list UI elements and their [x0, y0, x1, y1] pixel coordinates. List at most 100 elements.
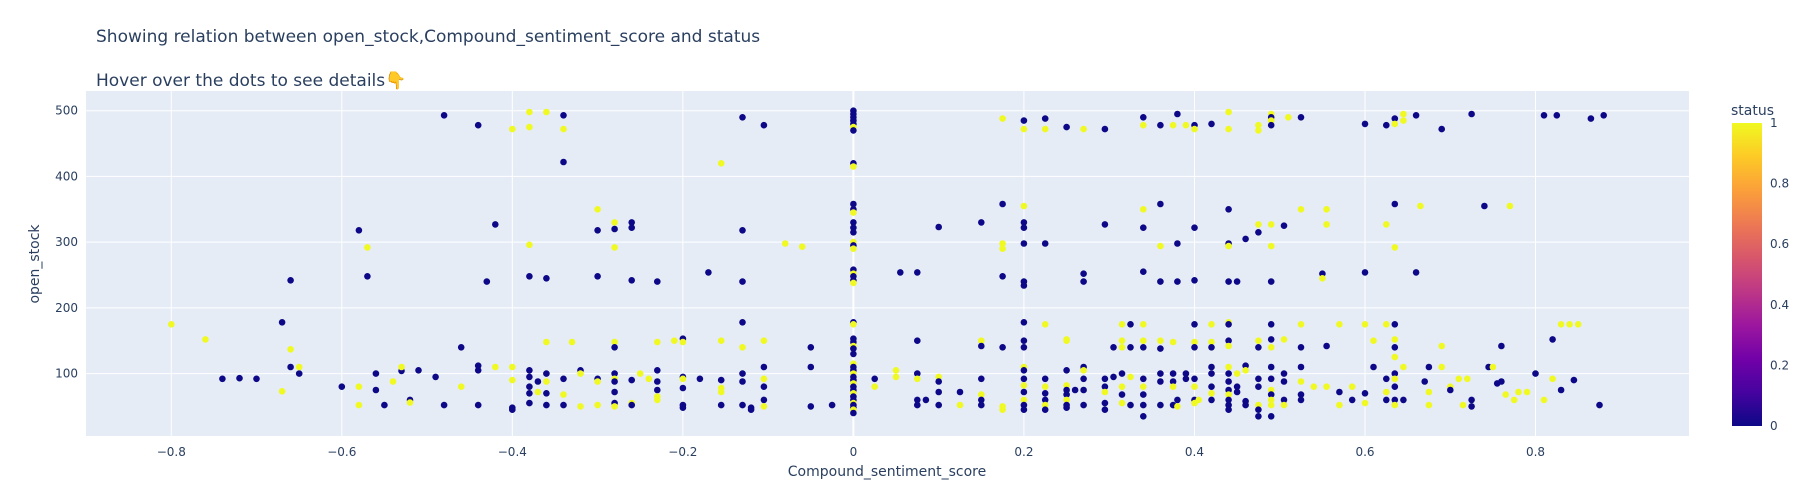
data-point[interactable]: [611, 338, 618, 346]
data-point[interactable]: [850, 321, 857, 328]
data-point[interactable]: [1297, 321, 1305, 328]
data-point[interactable]: [1140, 268, 1147, 276]
data-point[interactable]: [1191, 321, 1198, 328]
data-point[interactable]: [1157, 337, 1164, 345]
data-point[interactable]: [1233, 388, 1241, 396]
data-point[interactable]: [1041, 406, 1049, 414]
data-point[interactable]: [1297, 206, 1305, 213]
data-point[interactable]: [1280, 370, 1288, 377]
data-point[interactable]: [1020, 202, 1028, 210]
data-point[interactable]: [1267, 117, 1275, 124]
data-point[interactable]: [1267, 321, 1275, 328]
data-point[interactable]: [850, 229, 857, 236]
data-point[interactable]: [1157, 200, 1164, 208]
data-point[interactable]: [594, 378, 601, 385]
data-point[interactable]: [1280, 396, 1288, 404]
data-point[interactable]: [364, 273, 371, 280]
data-point[interactable]: [1391, 336, 1399, 343]
data-point[interactable]: [492, 221, 499, 228]
data-point[interactable]: [1208, 338, 1215, 346]
data-point[interactable]: [1391, 321, 1399, 328]
data-point[interactable]: [739, 319, 746, 326]
data-point[interactable]: [611, 378, 618, 385]
data-point[interactable]: [828, 401, 836, 409]
data-point[interactable]: [739, 401, 746, 409]
data-point[interactable]: [526, 123, 533, 131]
data-point[interactable]: [1383, 388, 1390, 396]
data-point[interactable]: [526, 383, 533, 391]
data-point[interactable]: [1570, 376, 1578, 384]
data-point[interactable]: [1297, 391, 1305, 398]
data-point[interactable]: [560, 401, 567, 409]
data-point[interactable]: [1020, 388, 1028, 396]
data-point[interactable]: [1157, 378, 1164, 385]
data-point[interactable]: [1225, 363, 1232, 371]
data-point[interactable]: [1464, 375, 1471, 383]
data-point[interactable]: [922, 396, 930, 404]
data-point[interactable]: [1242, 362, 1249, 370]
data-point[interactable]: [1400, 363, 1407, 371]
data-point[interactable]: [1412, 269, 1420, 276]
data-point[interactable]: [1319, 275, 1326, 282]
data-point[interactable]: [287, 277, 294, 284]
data-point[interactable]: [1549, 375, 1556, 383]
data-point[interactable]: [1361, 321, 1369, 328]
data-point[interactable]: [1041, 115, 1049, 122]
data-point[interactable]: [1532, 370, 1539, 377]
data-point[interactable]: [1101, 221, 1109, 228]
data-point[interactable]: [717, 388, 725, 396]
data-point[interactable]: [1225, 337, 1232, 345]
data-point[interactable]: [850, 409, 857, 417]
data-point[interactable]: [1391, 115, 1399, 122]
data-point[interactable]: [1118, 344, 1126, 351]
data-point[interactable]: [1169, 121, 1177, 129]
data-point[interactable]: [611, 244, 618, 251]
data-point[interactable]: [1225, 396, 1232, 404]
data-point[interactable]: [1361, 269, 1369, 276]
data-point[interactable]: [1267, 344, 1275, 351]
data-point[interactable]: [526, 241, 533, 249]
data-point[interactable]: [1391, 353, 1399, 361]
data-point[interactable]: [1242, 401, 1249, 409]
data-point[interactable]: [1233, 370, 1241, 377]
data-point[interactable]: [278, 319, 286, 326]
data-point[interactable]: [1225, 406, 1232, 414]
data-point[interactable]: [1225, 378, 1232, 385]
data-point[interactable]: [897, 269, 904, 276]
data-point[interactable]: [1080, 125, 1087, 133]
data-point[interactable]: [1553, 112, 1561, 119]
data-point[interactable]: [1225, 391, 1232, 398]
data-point[interactable]: [1468, 110, 1475, 118]
data-point[interactable]: [560, 375, 567, 383]
data-point[interactable]: [914, 396, 921, 404]
data-point[interactable]: [1438, 342, 1445, 350]
data-point[interactable]: [1225, 206, 1232, 213]
data-point[interactable]: [807, 403, 815, 410]
data-point[interactable]: [1063, 404, 1070, 412]
data-point[interactable]: [1510, 396, 1518, 404]
data-point[interactable]: [1412, 112, 1420, 119]
data-point[interactable]: [850, 224, 857, 231]
data-point[interactable]: [1169, 370, 1177, 377]
data-point[interactable]: [1280, 336, 1288, 343]
data-point[interactable]: [543, 108, 550, 116]
data-point[interactable]: [1174, 396, 1181, 404]
data-point[interactable]: [628, 219, 635, 226]
data-point[interactable]: [1523, 388, 1531, 396]
data-point[interactable]: [1080, 278, 1087, 285]
data-point[interactable]: [526, 373, 533, 381]
data-point[interactable]: [654, 338, 661, 346]
data-point[interactable]: [1080, 367, 1087, 374]
data-point[interactable]: [1383, 396, 1390, 404]
data-point[interactable]: [807, 344, 815, 351]
data-point[interactable]: [577, 403, 584, 410]
data-point[interactable]: [1225, 321, 1232, 328]
data-point[interactable]: [1041, 383, 1049, 391]
data-point[interactable]: [509, 363, 516, 371]
data-point[interactable]: [760, 383, 768, 391]
data-point[interactable]: [1438, 363, 1445, 371]
data-point[interactable]: [1063, 123, 1070, 131]
data-point[interactable]: [295, 363, 303, 371]
data-point[interactable]: [871, 375, 878, 383]
data-point[interactable]: [1140, 121, 1147, 129]
